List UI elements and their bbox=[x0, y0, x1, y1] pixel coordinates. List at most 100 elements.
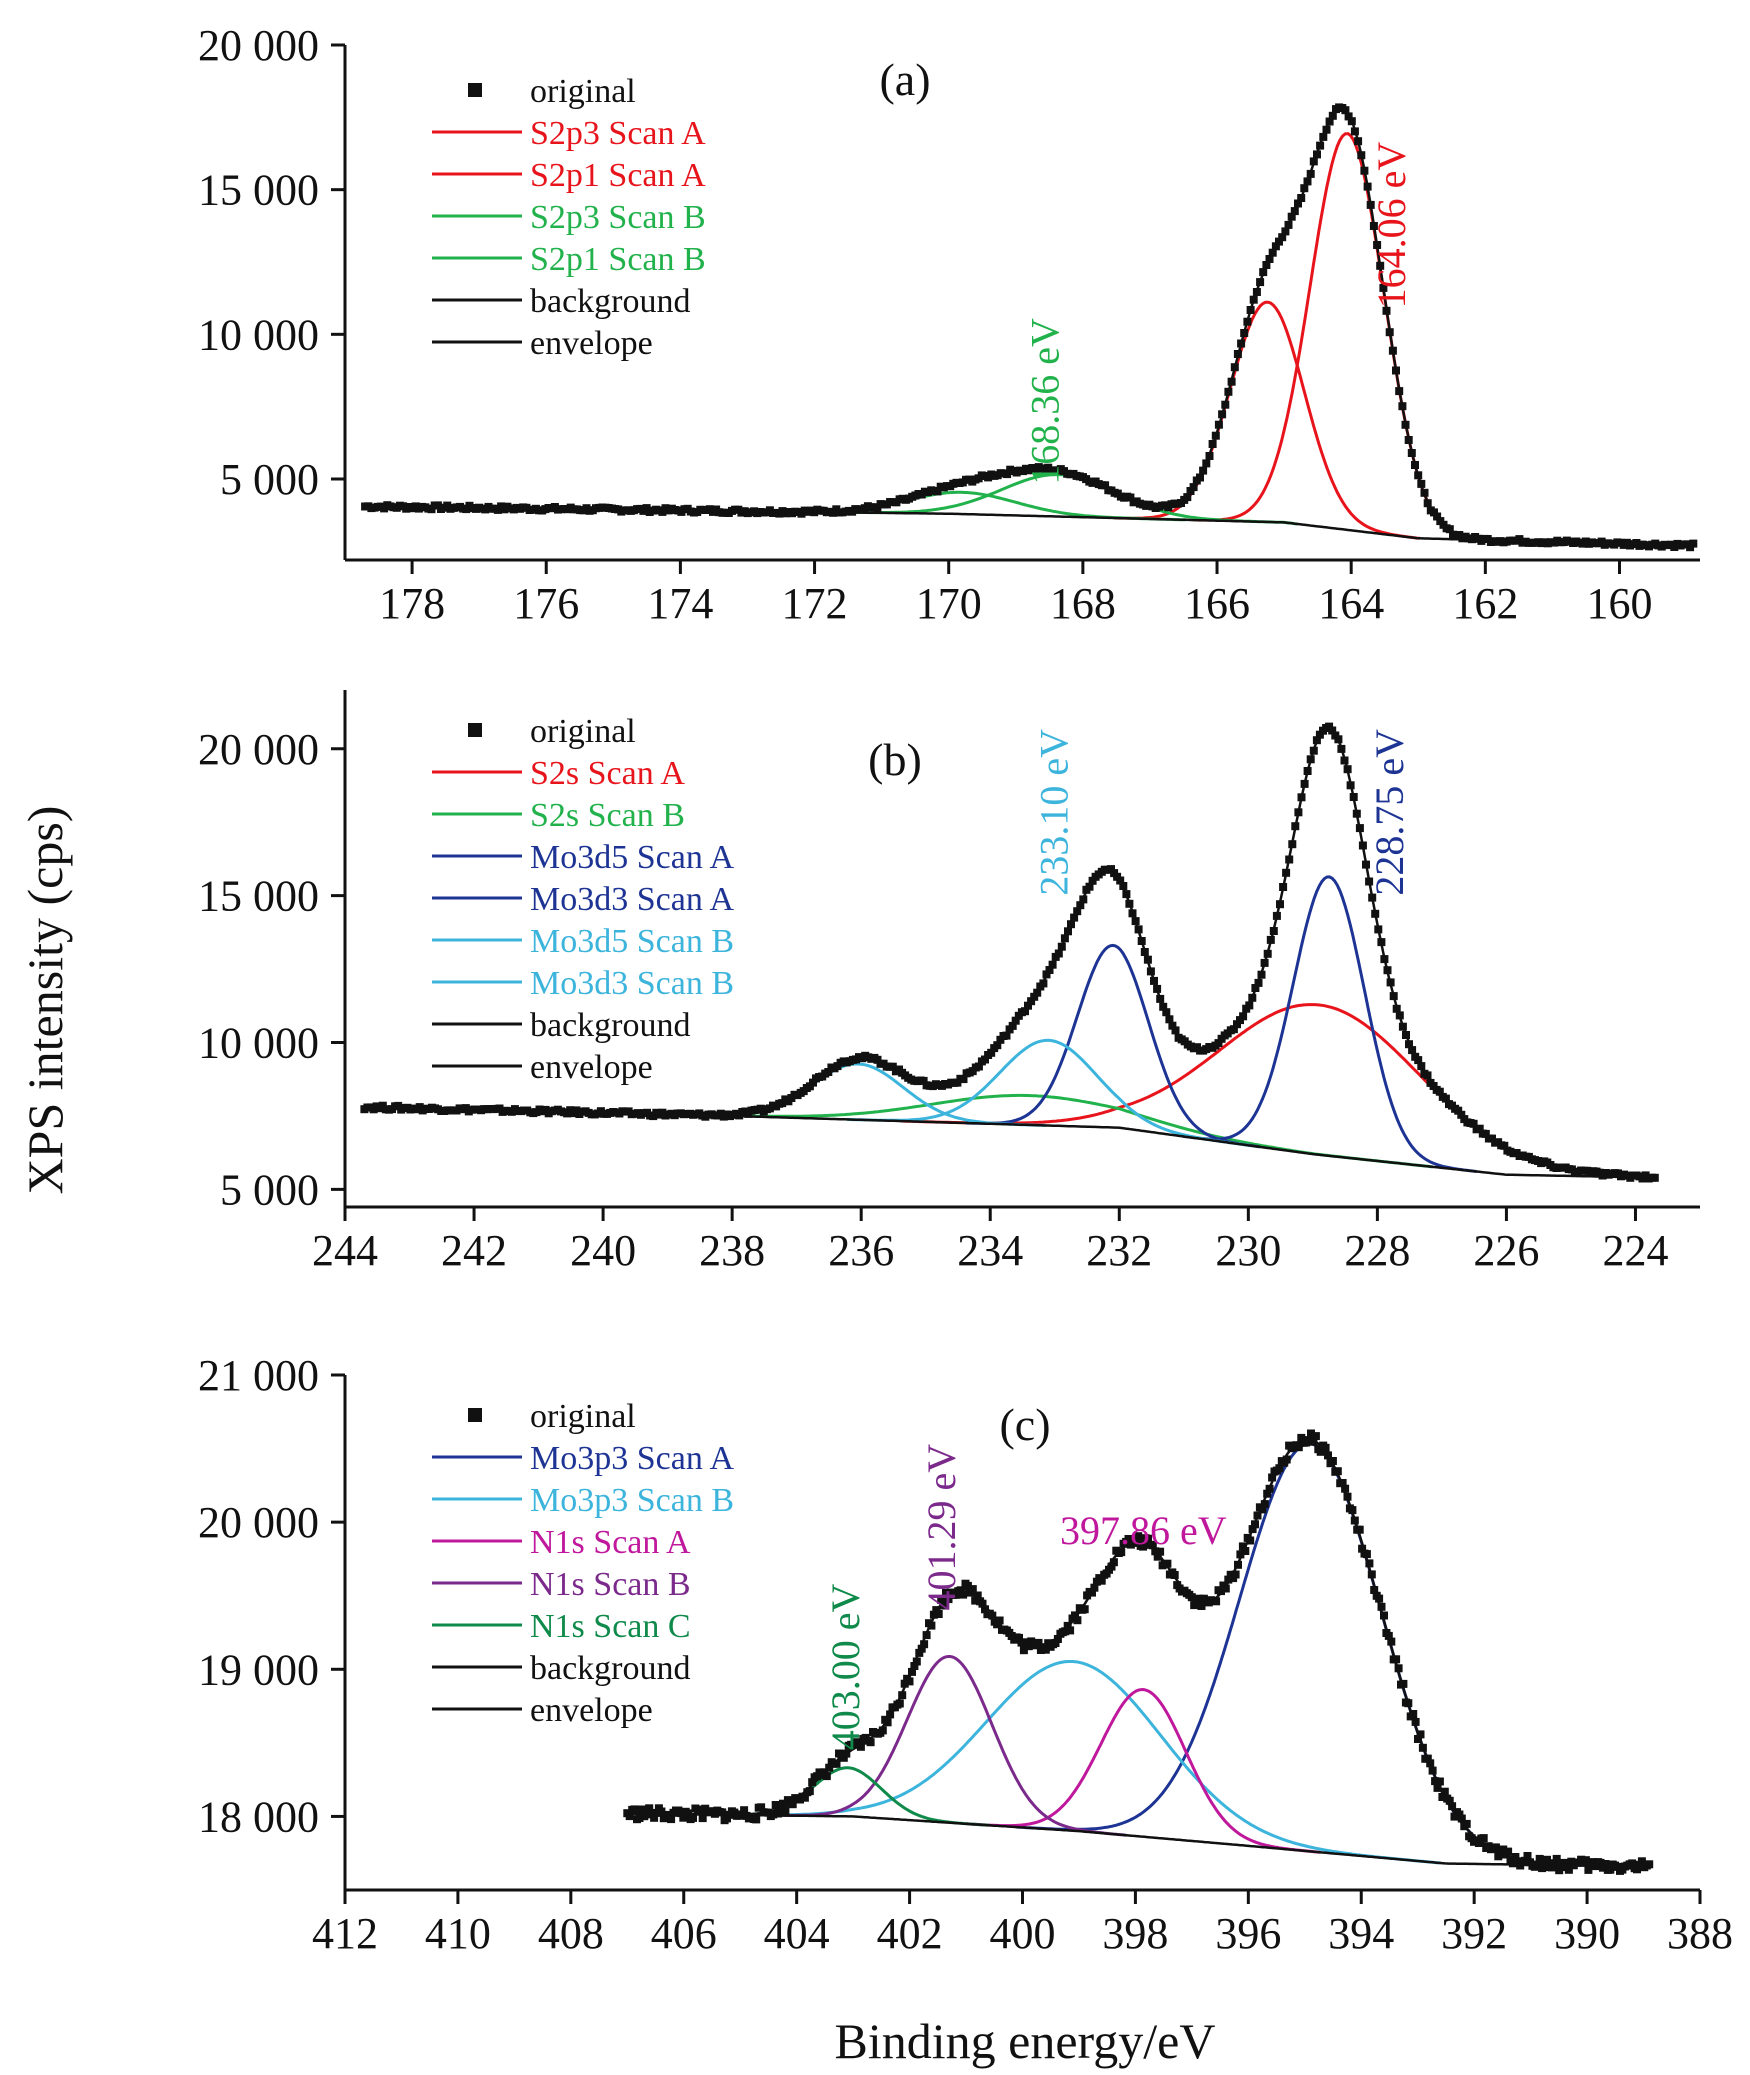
original-data-point bbox=[866, 1738, 875, 1747]
original-data-point bbox=[630, 1805, 639, 1814]
original-data-point bbox=[856, 1742, 865, 1751]
y-axis-title: XPS intensity (cps) bbox=[17, 806, 73, 1195]
original-data-point bbox=[1134, 1532, 1143, 1541]
original-data-point bbox=[1440, 1787, 1449, 1796]
x-tick-label: 176 bbox=[513, 579, 579, 628]
original-data-point bbox=[1491, 1843, 1500, 1852]
legend-label-mo3p3-scan-a: Mo3p3 Scan A bbox=[530, 1440, 734, 1477]
legend-label-envelope: envelope bbox=[530, 1692, 653, 1729]
x-tick-label: 404 bbox=[764, 1909, 830, 1958]
original-data-point bbox=[1499, 1845, 1508, 1854]
original-data-point bbox=[667, 1815, 676, 1824]
legend-label-n1s-scan-a: N1s Scan A bbox=[530, 1524, 691, 1561]
original-data-point bbox=[900, 1679, 909, 1688]
original-data-point bbox=[1101, 481, 1110, 490]
original-data-point bbox=[1377, 1602, 1386, 1611]
original-data-point bbox=[1002, 1031, 1011, 1040]
y-tick-label: 5 000 bbox=[220, 455, 319, 504]
legend-label-mo3d5-scan-b: Mo3d5 Scan B bbox=[530, 923, 734, 960]
original-data-point bbox=[1139, 1542, 1148, 1551]
original-data-point bbox=[1238, 1542, 1247, 1551]
x-tick-label: 244 bbox=[312, 1226, 378, 1275]
annotation-401-29-ev: 401.29 eV bbox=[919, 1444, 964, 1611]
original-data-point bbox=[1212, 1597, 1221, 1606]
background-line bbox=[627, 1812, 1650, 1868]
original-data-point bbox=[942, 1588, 950, 1597]
original-data-point bbox=[1633, 1865, 1641, 1874]
original-data-point bbox=[1258, 1505, 1267, 1514]
original-data-point bbox=[1450, 1812, 1459, 1821]
original-data-point bbox=[1073, 1616, 1082, 1625]
x-tick-label: 226 bbox=[1473, 1226, 1539, 1275]
original-data-point bbox=[1564, 1865, 1573, 1874]
x-tick-label: 234 bbox=[957, 1226, 1023, 1275]
original-data-point bbox=[740, 1806, 749, 1815]
original-data-point bbox=[939, 1601, 948, 1610]
original-data-point bbox=[1365, 1559, 1374, 1568]
original-data-point bbox=[718, 1808, 727, 1817]
original-data-point bbox=[1148, 1541, 1157, 1550]
y-tick-label: 10 000 bbox=[198, 310, 319, 359]
x-tick-label: 172 bbox=[782, 579, 848, 628]
legend: original S2p3 Scan A S2p1 Scan A S2p3 Scan … bbox=[432, 73, 706, 362]
component-s2p1-scan-a bbox=[1114, 300, 1420, 540]
original-data-point bbox=[1555, 1866, 1564, 1875]
original-data-point bbox=[1131, 1538, 1140, 1547]
original-data-point bbox=[650, 1813, 659, 1822]
original-data-point bbox=[1126, 493, 1135, 502]
original-data-point bbox=[933, 487, 942, 496]
original-data-point bbox=[1109, 1558, 1118, 1567]
original-data-point bbox=[1071, 1611, 1079, 1620]
original-data-point bbox=[1445, 1796, 1454, 1805]
original-data-point bbox=[1547, 1863, 1556, 1872]
legend-label-background: background bbox=[530, 1650, 691, 1687]
original-data-point bbox=[1479, 1834, 1488, 1843]
original-data-point bbox=[1041, 1645, 1050, 1654]
legend-label-envelope: envelope bbox=[530, 1049, 653, 1086]
x-tick-label: 164 bbox=[1318, 579, 1384, 628]
original-data-point bbox=[1414, 1735, 1422, 1743]
component-n1s-scan-b bbox=[772, 1655, 1127, 1837]
original-data-point bbox=[1411, 1717, 1420, 1726]
legend-label-original: original bbox=[530, 1398, 636, 1435]
y-tick-label: 18 000 bbox=[198, 1792, 319, 1841]
original-data-point bbox=[1066, 1626, 1075, 1635]
x-tick-label: 178 bbox=[379, 579, 445, 628]
original-data-point bbox=[805, 1787, 814, 1796]
original-data-point bbox=[1387, 1637, 1396, 1646]
component-mo3d5-scan-b bbox=[846, 1038, 1250, 1147]
x-tick-label: 406 bbox=[651, 1909, 717, 1958]
original-data-point bbox=[1457, 1814, 1466, 1823]
x-tick-label: 240 bbox=[570, 1226, 636, 1275]
original-data-point bbox=[1268, 1473, 1277, 1482]
x-tick-label: 232 bbox=[1086, 1226, 1152, 1275]
original-data-point bbox=[883, 1718, 892, 1727]
original-data-point bbox=[696, 1807, 705, 1816]
y-tick-label: 15 000 bbox=[198, 872, 319, 921]
original-data-point bbox=[824, 1068, 833, 1076]
legend-label-n1s-scan-b: N1s Scan B bbox=[530, 1566, 691, 1603]
original-data-point bbox=[963, 1581, 972, 1590]
panel-2: 244 242 240 238 236 234 232 230 228 226 224 5 000 10… bbox=[198, 690, 1700, 1275]
original-data-point bbox=[1297, 1433, 1306, 1442]
original-data-point bbox=[1362, 1550, 1371, 1559]
original-data-point bbox=[1224, 1575, 1233, 1584]
original-data-point bbox=[1355, 1525, 1364, 1534]
panels: 178 176 174 172 170 168 166 164 162 160 5 000 10 00… bbox=[198, 21, 1733, 1958]
original-data-point bbox=[1431, 1777, 1440, 1786]
x-tick-label: 412 bbox=[312, 1909, 378, 1958]
original-data-point bbox=[959, 1590, 968, 1599]
original-data-point bbox=[781, 1807, 790, 1816]
original-data-point bbox=[971, 1596, 980, 1605]
original-data-point bbox=[1606, 1865, 1615, 1874]
annotation-168-36-ev: 168.36 eV bbox=[1023, 318, 1068, 485]
original-data-point bbox=[1246, 1536, 1255, 1545]
legend: original S2s Scan A S2s Scan B Mo3d5 Scan A… bbox=[432, 713, 734, 1086]
component-n1s-scan-a bbox=[966, 1687, 1321, 1854]
original-data-point bbox=[1462, 1819, 1471, 1828]
original-data-point bbox=[1689, 539, 1698, 548]
original-data-point bbox=[1538, 1864, 1547, 1873]
original-data-point bbox=[981, 1605, 989, 1614]
x-tick-label: 394 bbox=[1328, 1909, 1394, 1958]
